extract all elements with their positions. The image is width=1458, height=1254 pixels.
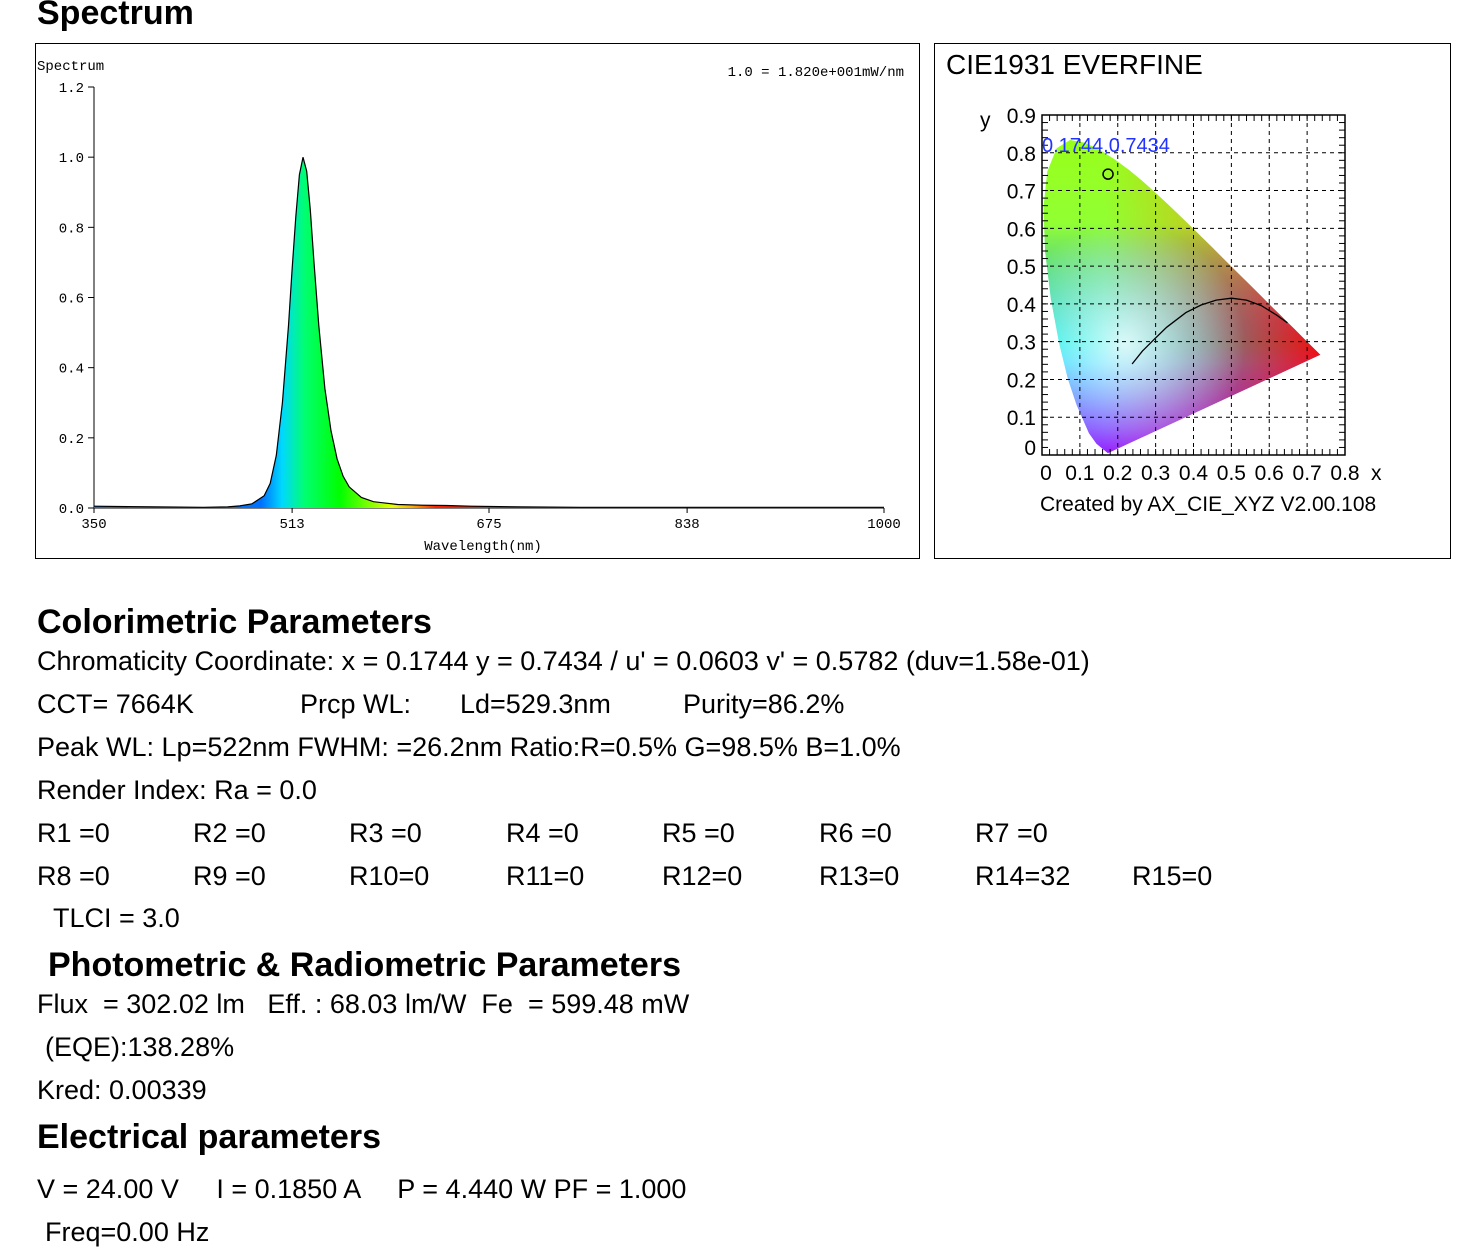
cie-y-tick-label: 0	[1024, 437, 1036, 460]
r7-value: R7 =0	[975, 818, 1048, 848]
page-title: Spectrum	[37, 0, 194, 32]
y-tick-label: 0.4	[59, 362, 84, 378]
cie-x-tick-label: 0.6	[1255, 462, 1284, 485]
cie-y-tick-label: 0.7	[1007, 181, 1036, 204]
ld-value: Ld=529.3nm	[460, 689, 611, 719]
cie-footer: Created by AX_CIE_XYZ V2.00.108	[1040, 493, 1376, 516]
chromaticity-point-label: 0.1744,0.7434	[1042, 135, 1170, 157]
cie-chart-label: CIE1931 EVERFINE	[946, 49, 1203, 80]
spectrum-panel: Spectrum 1.0 = 1.820e+001mW/nm 0.0 0.2 0.4…	[35, 43, 920, 559]
flux-line: Flux = 302.02 lm Eff. : 68.03 lm/W Fe = …	[37, 989, 690, 1019]
r15-value: R15=0	[1132, 861, 1213, 891]
spectrum-chart-label: Spectrum	[37, 59, 104, 75]
x-tick-label: 350	[81, 517, 106, 533]
y-tick-label: 0.8	[59, 221, 84, 237]
cie-y-tick-label: 0.1	[1007, 407, 1036, 430]
scale-note: 1.0 = 1.820e+001mW/nm	[728, 65, 904, 81]
r1-value: R1 =0	[37, 818, 110, 848]
r6-value: R6 =0	[819, 818, 892, 848]
y-tick-label: 0.6	[59, 292, 84, 308]
r12-value: R12=0	[662, 861, 743, 891]
cie-x-tick-label: 0.3	[1141, 462, 1170, 485]
spectrum-area	[94, 157, 884, 508]
x-tick-label: 675	[476, 517, 501, 533]
planckian-locus	[1131, 297, 1288, 365]
cie-x-tick-label: 0.1	[1065, 462, 1094, 485]
r13-value: R13=0	[819, 861, 900, 891]
prcp-wl-label: Prcp WL:	[300, 689, 412, 719]
purity-value: Purity=86.2%	[683, 689, 845, 719]
cct-value: CCT= 7664K	[37, 689, 194, 719]
cie-panel: CIE1931 EVERFINE 0 0.1 0.2 0.3 0.4 0.5 0.6 0.7 0…	[934, 43, 1451, 559]
tlci-value: TLCI = 3.0	[53, 903, 180, 933]
r10-value: R10=0	[349, 861, 430, 891]
cie-x-tick-label: 0.5	[1217, 462, 1246, 485]
cie-x-tick-label: 0.7	[1293, 462, 1322, 485]
r14-value: R14=32	[975, 861, 1071, 891]
electrical-heading: Electrical parameters	[37, 1118, 381, 1156]
y-tick-label: 1.2	[59, 81, 84, 97]
x-tick-label: 838	[674, 517, 699, 533]
r4-value: R4 =0	[506, 818, 579, 848]
cie-x-axis-label: x	[1371, 462, 1382, 485]
kred-value: Kred: 0.00339	[37, 1075, 207, 1105]
r5-value: R5 =0	[662, 818, 735, 848]
r8-value: R8 =0	[37, 861, 110, 891]
cie-y-axis-label: y	[980, 109, 991, 132]
x-tick-label: 513	[279, 517, 304, 533]
r3-value: R3 =0	[349, 818, 422, 848]
chromaticity-line: Chromaticity Coordinate: x = 0.1744 y = …	[37, 646, 1090, 676]
eqe-value: (EQE):138.28%	[45, 1032, 235, 1062]
spectrum-chart: Spectrum 1.0 = 1.820e+001mW/nm 0.0 0.2 0.4…	[37, 59, 904, 555]
y-tick-label: 0.2	[59, 432, 84, 448]
cie-x-tick-label: 0.4	[1179, 462, 1209, 485]
electrical-line: V = 24.00 V I = 0.1850 A P = 4.440 W PF …	[37, 1174, 687, 1204]
r11-value: R11=0	[506, 861, 585, 891]
chromaticity-point	[1102, 168, 1114, 180]
cie-y-tick-label: 0.6	[1007, 218, 1036, 241]
freq-value: Freq=0.00 Hz	[45, 1217, 210, 1247]
colorimetric-heading: Colorimetric Parameters	[37, 603, 432, 641]
cie-y-tick-label: 0.9	[1007, 105, 1036, 128]
cie-y-tick-label: 0.2	[1007, 369, 1036, 392]
cie-chart: CIE1931 EVERFINE 0 0.1 0.2 0.3 0.4 0.5 0.6 0.7 0…	[946, 49, 1382, 516]
cie-y-tick-label: 0.8	[1007, 143, 1036, 166]
y-tick-label: 0.0	[59, 502, 84, 518]
cie-y-tick-label: 0.4	[1007, 294, 1037, 317]
x-tick-label: 1000	[867, 517, 901, 533]
r9-value: R9 =0	[193, 861, 266, 891]
y-tick-label: 1.0	[59, 151, 84, 167]
cie-y-tick-label: 0.3	[1007, 332, 1036, 355]
render-index-line: Render Index: Ra = 0.0	[37, 775, 317, 805]
peak-wl-line: Peak WL: Lp=522nm FWHM: =26.2nm Ratio:R=…	[37, 732, 901, 762]
cie-x-tick-label: 0.2	[1103, 462, 1132, 485]
spectrum-series-line	[93, 157, 884, 508]
photometric-heading: Photometric & Radiometric Parameters	[48, 946, 681, 984]
cie-x-tick-label: 0.8	[1330, 462, 1359, 485]
r2-value: R2 =0	[193, 818, 266, 848]
cie-frame	[1041, 114, 1346, 456]
cie-x-tick-label: 0	[1040, 462, 1052, 485]
cie-y-tick-label: 0.5	[1007, 256, 1036, 279]
x-axis-title: Wavelength(nm)	[424, 539, 542, 555]
